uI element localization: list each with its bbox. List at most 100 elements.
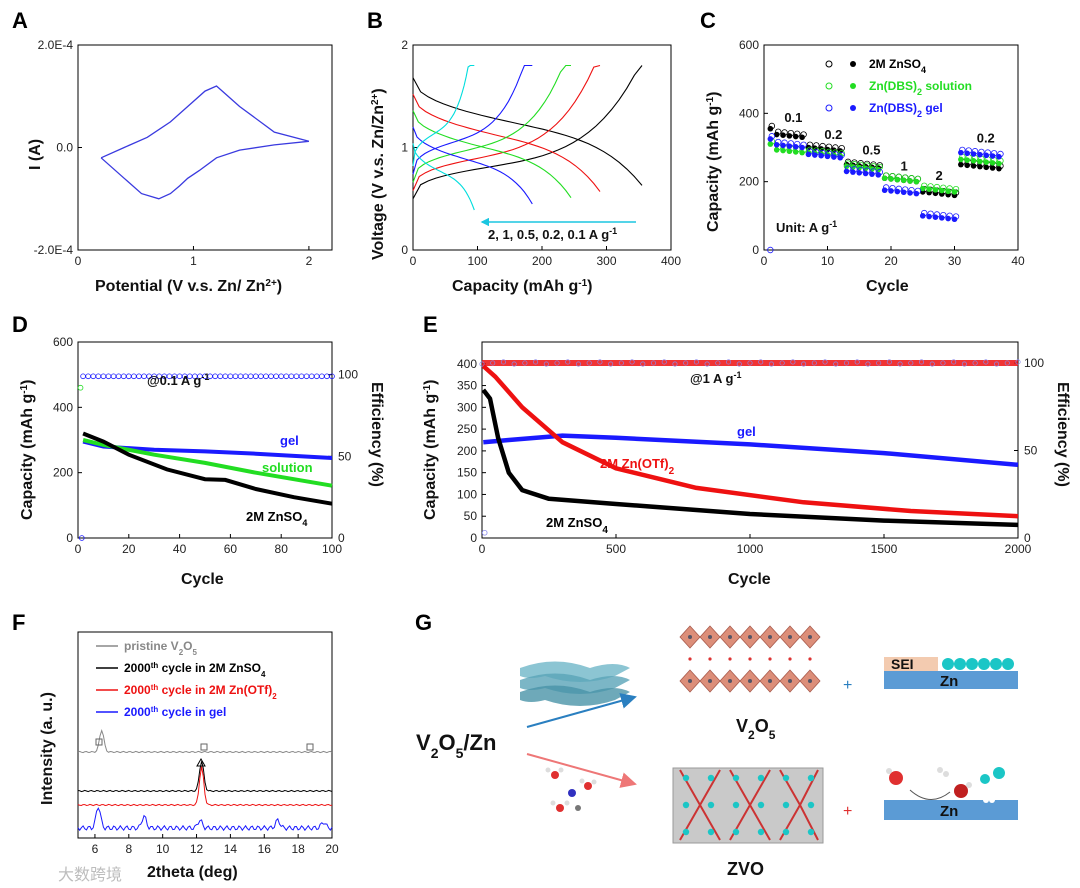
v2o5-structure <box>679 625 821 693</box>
efficiency-point <box>715 360 721 366</box>
y-tick-label: 200 <box>53 466 73 480</box>
panel-d-xlabel: Cycle <box>181 571 224 588</box>
efficiency-point <box>781 129 788 136</box>
panel-b-curves <box>412 64 643 211</box>
efficiency-point <box>227 373 234 380</box>
panel-d-efficiency <box>77 373 335 541</box>
panel-label-f: F <box>12 610 25 635</box>
zn-ion <box>732 801 740 809</box>
efficiency-point <box>832 151 839 158</box>
v-atom <box>728 679 732 683</box>
efficiency-point <box>902 186 909 193</box>
o-atom <box>708 657 712 661</box>
efficiency-point <box>882 184 890 191</box>
panel-d-label-solution: solution <box>262 460 313 475</box>
zn-sei-illustration <box>884 657 1018 689</box>
xrd-curve <box>77 766 333 807</box>
efficiency-point <box>889 184 896 192</box>
x-tick-label: 14 <box>224 842 238 856</box>
panel-label-c: C <box>700 8 716 33</box>
efficiency-point <box>105 373 112 380</box>
efficiency-point <box>790 359 796 365</box>
panel-e-curves <box>481 364 1019 528</box>
efficiency-point <box>308 373 315 380</box>
efficiency-point <box>303 373 310 380</box>
capacity-curve-gel <box>483 433 1019 468</box>
efficiency-point <box>978 148 985 156</box>
efficiency-point <box>870 168 877 175</box>
g-plus-top: + <box>843 677 852 694</box>
efficiency-point <box>863 167 871 174</box>
efficiency-point <box>237 373 244 380</box>
xrd-curve <box>77 761 333 793</box>
legend-marker-open <box>825 60 833 68</box>
panel-d-label-gel: gel <box>280 433 299 448</box>
zn-ion <box>682 801 690 809</box>
efficiency-point <box>324 373 330 380</box>
panel-f-legend: pristine V2O5 2000th cycle in 2M ZnSO4 200… <box>96 639 277 719</box>
o-atom <box>728 657 732 661</box>
efficiency-point <box>479 361 485 367</box>
efficiency-point <box>217 373 224 380</box>
panel-a-ticks: 0 1 2 2.0E-4 0.0 -2.0E-4 <box>34 38 313 268</box>
efficiency-point <box>825 150 833 157</box>
y-tick-label: 300 <box>457 400 477 414</box>
efficiency-point <box>131 373 137 380</box>
efficiency-point <box>747 360 753 366</box>
x-tick-label: 1 <box>190 254 197 268</box>
x-tick-label: 80 <box>275 542 289 556</box>
discharge-curve-1 <box>412 126 533 205</box>
panel-e-label-otf: 2M Zn(OTf)2 <box>600 456 675 477</box>
y-tick-label: 350 <box>457 379 477 393</box>
watermark: 大数跨境 <box>58 865 122 884</box>
x-tick-label: 20 <box>122 542 136 556</box>
x-tick-label: 200 <box>532 254 552 268</box>
g-plus-bottom: + <box>843 803 852 820</box>
panel-d-label-znso4: 2M ZnSO4 <box>246 509 307 528</box>
efficiency-point <box>726 359 732 365</box>
y-tick-label: 100 <box>1024 356 1044 370</box>
efficiency-point <box>672 361 678 367</box>
y-tick-label: 50 <box>464 509 478 523</box>
efficiency-point <box>242 373 249 380</box>
panel-e-ticks: 0 500 1000 1500 2000050100150200250300350400… <box>457 356 1044 556</box>
panel-e-efficiency <box>479 359 1021 536</box>
g-zn-label-bottom: Zn <box>940 803 958 820</box>
panel-a: 0 1 2 2.0E-4 0.0 -2.0E-4 Potential (V v.s. Zn… <box>27 38 333 295</box>
panel-c-points <box>767 122 1004 254</box>
efficiency-point <box>946 212 953 220</box>
efficiency-point <box>952 213 960 220</box>
zvo-structure <box>672 767 824 844</box>
y-tick-label: 400 <box>739 106 759 120</box>
efficiency-point <box>481 529 488 536</box>
panel-e-rate: @1 A g-1 <box>690 370 742 386</box>
efficiency-point <box>775 138 782 146</box>
efficiency-point <box>794 130 801 138</box>
efficiency-point <box>965 147 972 154</box>
legend-label: 2000th cycle in 2M Zn(OTf)2 <box>124 683 277 701</box>
panel-c-rate-labels: 0.1 0.2 0.5 1 2 0.2 <box>784 110 994 183</box>
efficiency-point <box>554 360 560 366</box>
g-left-label: V2O5/Zn <box>416 730 496 761</box>
panel-label-d: D <box>12 312 28 337</box>
efficiency-point <box>819 149 826 157</box>
x-tick-label: 300 <box>596 254 616 268</box>
efficiency-point <box>918 359 925 365</box>
o-atom <box>748 657 752 661</box>
panel-c-legend: 2M ZnSO4 Zn(DBS)2 solution Zn(DBS)2 gel <box>825 57 972 119</box>
efficiency-point <box>833 361 839 367</box>
efficiency-point <box>933 183 941 191</box>
efficiency-point <box>329 373 335 380</box>
efficiency-point <box>736 361 742 367</box>
o-atom <box>788 657 792 661</box>
efficiency-point <box>273 373 279 380</box>
panel-b-xlabel: Capacity (mAh g-1) <box>452 278 592 296</box>
panel-f-ylabel: Intensity (a. u.) <box>39 692 56 805</box>
efficiency-point <box>983 359 989 365</box>
efficiency-point <box>813 142 820 149</box>
efficiency-point <box>661 359 667 365</box>
efficiency-point <box>77 384 84 391</box>
efficiency-point <box>319 373 325 380</box>
